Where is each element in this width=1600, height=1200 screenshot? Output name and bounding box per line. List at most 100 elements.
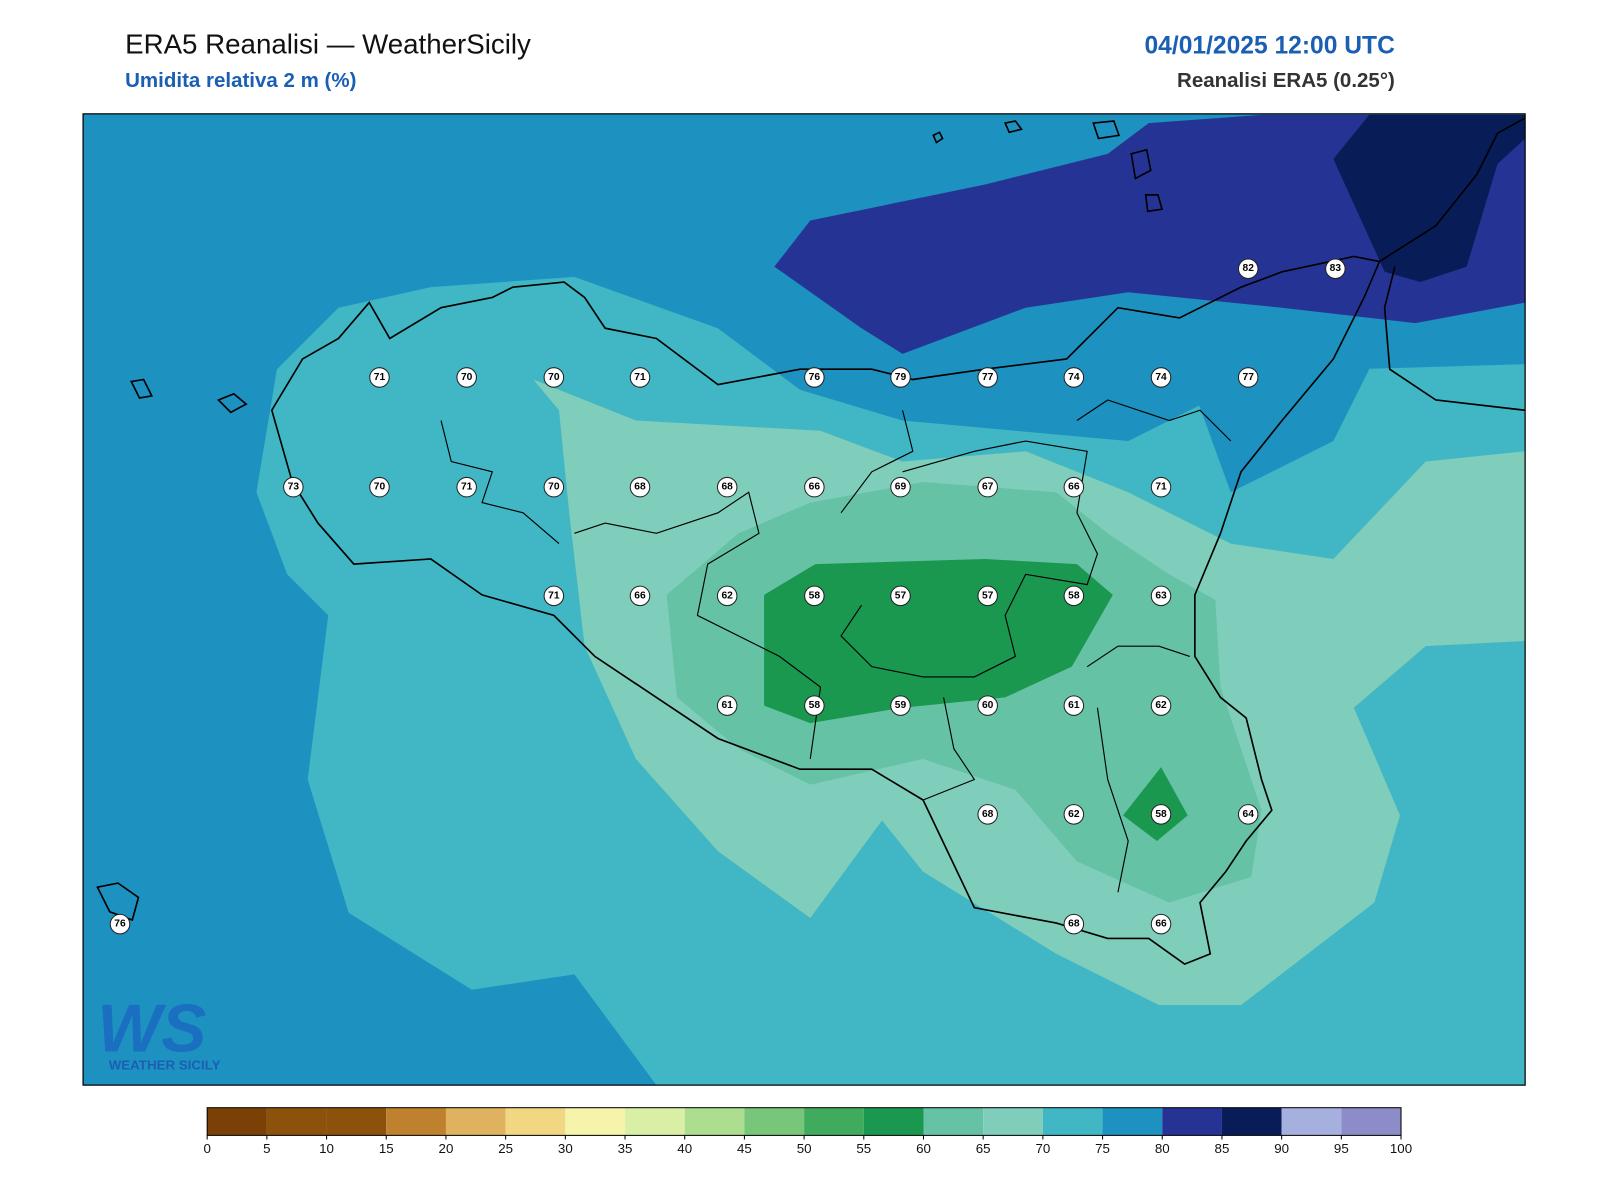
station-value: 68 xyxy=(982,809,994,820)
station-marker xyxy=(1237,367,1259,388)
logo: WS WEATHER SICILY xyxy=(97,991,220,1072)
station-marker xyxy=(1063,367,1085,388)
station: 79 xyxy=(890,367,911,388)
station-value: 69 xyxy=(895,482,907,493)
source: Reanalisi ERA5 (0.25°) xyxy=(1177,69,1395,92)
station-marker xyxy=(1063,476,1085,498)
station-marker xyxy=(890,585,911,607)
station-value: 63 xyxy=(1155,590,1167,601)
colorbar-swatch xyxy=(1102,1107,1163,1136)
station-value: 64 xyxy=(1243,809,1255,820)
colorbar-swatch xyxy=(1162,1107,1222,1136)
station-value: 74 xyxy=(1068,372,1080,383)
station: 61 xyxy=(1063,695,1085,716)
colorbar: 0 5 10 15 20 25 30 35 40 45 50 55 60 65 70 75 80 85 90 95 10… xyxy=(203,1107,1412,1156)
station-value: 82 xyxy=(1243,263,1255,274)
map-frame xyxy=(82,113,1526,1086)
station-value: 68 xyxy=(721,482,733,493)
station-marker xyxy=(1237,258,1259,279)
station-marker xyxy=(1150,476,1172,498)
station: 77 xyxy=(1237,367,1259,388)
station-value: 62 xyxy=(1155,700,1167,711)
station-value: 79 xyxy=(895,372,907,383)
station: 82 xyxy=(1237,258,1259,279)
station-value: 67 xyxy=(982,482,994,493)
station-value: 57 xyxy=(895,590,907,601)
colorbar-tick-label: 65 xyxy=(976,1141,991,1156)
colorbar-tick-label: 20 xyxy=(439,1141,454,1156)
station: 57 xyxy=(977,585,998,607)
colorbar-tick-label: 15 xyxy=(379,1141,394,1156)
province-border xyxy=(440,399,1232,893)
station-value: 77 xyxy=(1243,372,1255,383)
station-marker xyxy=(1150,367,1172,388)
station-value: 58 xyxy=(809,590,821,601)
colorbar-swatch xyxy=(923,1107,984,1136)
colorbar-swatch xyxy=(1341,1107,1402,1136)
station: 58 xyxy=(1150,804,1172,825)
colorbar-tick-label: 10 xyxy=(319,1141,334,1156)
coastline xyxy=(270,255,1381,966)
station: 62 xyxy=(1150,695,1172,716)
station-marker xyxy=(456,367,477,388)
station: 57 xyxy=(890,585,911,607)
logo-name: WEATHER SICILY xyxy=(109,1058,221,1073)
station-value: 68 xyxy=(1068,919,1080,930)
station: 71 xyxy=(456,476,477,498)
station-value: 62 xyxy=(1068,809,1080,820)
contour xyxy=(1123,767,1188,842)
colorbar-tick-label: 30 xyxy=(558,1141,573,1156)
subtitle: Umidita relativa 2 m (%) xyxy=(125,69,356,92)
colorbar-tick-label: 25 xyxy=(498,1141,513,1156)
title: ERA5 Reanalisi — WeatherSicily xyxy=(125,28,531,59)
station-value: 62 xyxy=(721,590,733,601)
colorbar-swatch xyxy=(804,1107,864,1136)
station: 58 xyxy=(804,695,825,716)
station-marker xyxy=(977,695,998,716)
station: 71 xyxy=(369,367,390,388)
station: 71 xyxy=(543,585,565,607)
colorbar-tick-label: 50 xyxy=(797,1141,812,1156)
station-marker xyxy=(804,367,825,388)
station: 69 xyxy=(890,476,911,498)
contour xyxy=(764,558,1113,724)
station: 62 xyxy=(716,585,738,607)
colorbar-swatch xyxy=(625,1107,685,1136)
colorbar-tick-label: 80 xyxy=(1155,1141,1170,1156)
colorbar-swatch xyxy=(266,1107,327,1136)
station-marker xyxy=(629,367,651,388)
station-marker xyxy=(716,476,738,498)
colorbar-swatch xyxy=(863,1107,924,1136)
station-marker xyxy=(890,695,911,716)
colorbar-tick-label: 55 xyxy=(856,1141,871,1156)
station-value: 58 xyxy=(1068,590,1080,601)
station-marker xyxy=(1150,585,1172,607)
station-marker xyxy=(543,476,565,498)
station: 63 xyxy=(1150,585,1172,607)
station-marker xyxy=(629,476,651,498)
station-marker xyxy=(1150,804,1172,825)
station: 71 xyxy=(1150,476,1172,498)
contour xyxy=(1333,114,1526,283)
station-value: 71 xyxy=(634,372,646,383)
station: 70 xyxy=(543,476,565,498)
colorbar-swatch xyxy=(505,1107,566,1136)
station: 73 xyxy=(283,476,304,498)
station: 66 xyxy=(629,585,651,607)
station: 68 xyxy=(977,804,998,825)
station: 83 xyxy=(1325,258,1346,279)
colorbar-tick-label: 75 xyxy=(1095,1141,1110,1156)
station-marker xyxy=(977,804,998,825)
station-marker xyxy=(890,367,911,388)
colorbar-tick-label: 40 xyxy=(677,1141,692,1156)
station-marker xyxy=(977,476,998,498)
station: 76 xyxy=(804,367,825,388)
station: 60 xyxy=(977,695,998,716)
station-value: 76 xyxy=(809,372,821,383)
station-value: 66 xyxy=(634,590,646,601)
station: 68 xyxy=(629,476,651,498)
station-marker xyxy=(1237,804,1259,825)
colorbar-swatch xyxy=(445,1107,506,1136)
station-value: 71 xyxy=(374,372,386,383)
